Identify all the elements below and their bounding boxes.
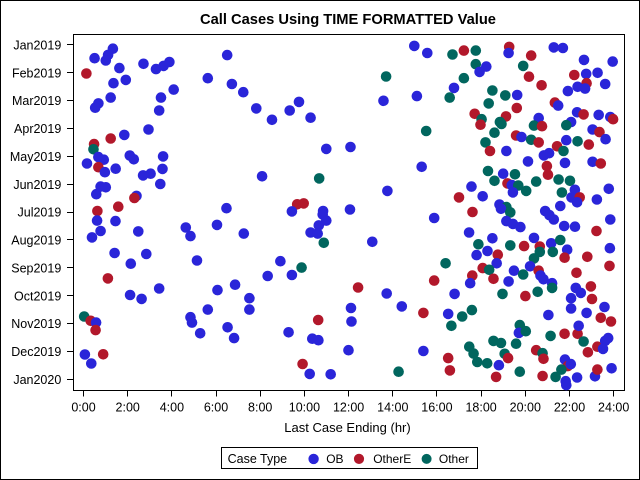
svg-text:4:00: 4:00 (160, 401, 184, 415)
svg-text:16:00: 16:00 (421, 401, 452, 415)
svg-text:OB: OB (326, 452, 343, 466)
svg-text:0:00: 0:00 (71, 401, 95, 415)
svg-text:Mar2019: Mar2019 (12, 94, 61, 108)
svg-text:2:00: 2:00 (116, 401, 140, 415)
svg-text:Call Cases Using TIME FORMATTE: Call Cases Using TIME FORMATTED Value (200, 12, 496, 28)
svg-text:May2019: May2019 (10, 150, 61, 164)
svg-text:Last Case Ending (hr): Last Case Ending (hr) (284, 420, 410, 435)
svg-text:Nov2019: Nov2019 (11, 317, 61, 331)
svg-text:Dec2019: Dec2019 (11, 345, 61, 359)
svg-text:Case Type: Case Type (228, 452, 288, 466)
svg-text:Oct2019: Oct2019 (14, 289, 61, 303)
svg-text:Sep2019: Sep2019 (11, 261, 61, 275)
svg-text:14:00: 14:00 (377, 401, 408, 415)
svg-text:12:00: 12:00 (333, 401, 364, 415)
svg-text:18:00: 18:00 (465, 401, 496, 415)
svg-text:Jul2019: Jul2019 (18, 206, 62, 220)
svg-text:24:00: 24:00 (598, 401, 629, 415)
svg-text:22:00: 22:00 (554, 401, 585, 415)
svg-text:Jun2019: Jun2019 (13, 178, 61, 192)
svg-text:10:00: 10:00 (289, 401, 320, 415)
svg-text:Other: Other (439, 452, 469, 466)
svg-text:OtherE: OtherE (373, 452, 411, 466)
svg-text:Feb2019: Feb2019 (12, 66, 61, 80)
svg-text:20:00: 20:00 (510, 401, 541, 415)
svg-text:Jan2020: Jan2020 (13, 373, 61, 387)
svg-text:Aug2019: Aug2019 (11, 234, 61, 248)
svg-text:Apr2019: Apr2019 (14, 122, 61, 136)
svg-text:6:00: 6:00 (204, 401, 228, 415)
svg-text:8:00: 8:00 (248, 401, 272, 415)
svg-text:Jan2019: Jan2019 (13, 38, 61, 52)
